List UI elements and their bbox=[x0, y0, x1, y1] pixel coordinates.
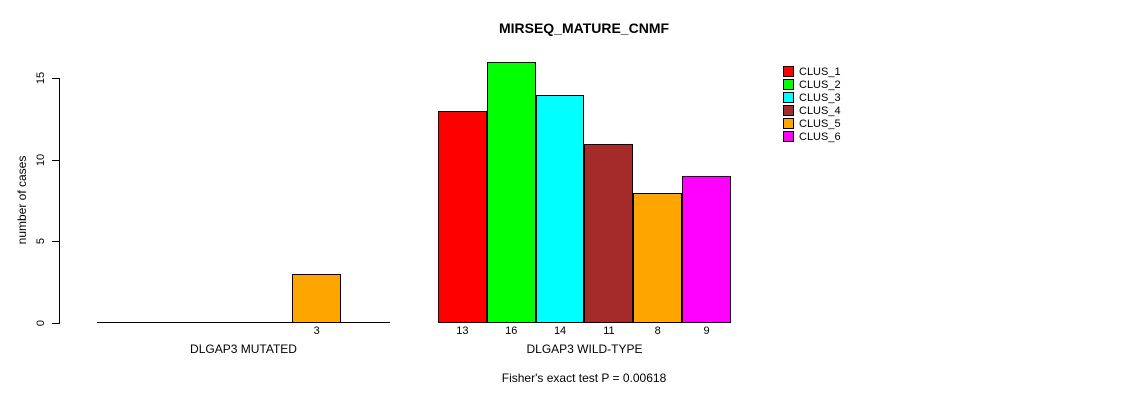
y-axis-label: number of cases bbox=[15, 155, 29, 245]
legend-label: CLUS_2 bbox=[799, 79, 841, 91]
bar-clus-3 bbox=[535, 95, 585, 323]
bar-value-label: 16 bbox=[505, 325, 518, 337]
y-axis-line bbox=[59, 78, 60, 323]
legend-swatch-clus-3 bbox=[783, 92, 794, 103]
legend-label: CLUS_4 bbox=[799, 105, 841, 117]
y-axis-tick bbox=[52, 78, 60, 79]
legend-label: CLUS_1 bbox=[799, 66, 841, 78]
y-tick-label: 5 bbox=[35, 237, 47, 245]
bar-value-label: 14 bbox=[553, 325, 567, 337]
y-tick-label: 0 bbox=[35, 319, 47, 327]
legend-swatch-clus-1 bbox=[783, 66, 794, 77]
bar-clus-5 bbox=[633, 193, 683, 323]
bar-value-label: 13 bbox=[456, 325, 469, 337]
legend-swatch-clus-4 bbox=[783, 105, 794, 116]
y-axis-tick bbox=[52, 160, 60, 161]
bar-value-label: 3 bbox=[313, 325, 320, 337]
bar-clus-1 bbox=[438, 111, 487, 323]
bar-value-label: 11 bbox=[603, 325, 615, 337]
bar-clus-6 bbox=[682, 176, 731, 323]
y-axis-tick bbox=[52, 323, 60, 324]
zero-baseline bbox=[97, 322, 390, 323]
fisher-test-annotation: Fisher's exact test P = 0.00618 bbox=[501, 371, 667, 385]
bar-clus-2 bbox=[486, 62, 536, 323]
x-group-label: DLGAP3 MUTATED bbox=[190, 342, 297, 356]
bar-value-label: 8 bbox=[654, 325, 661, 337]
bar-clus-4 bbox=[584, 144, 634, 323]
bar-clus-5 bbox=[292, 274, 342, 323]
x-group-label: DLGAP3 WILD-TYPE bbox=[526, 342, 643, 356]
y-tick-label: 15 bbox=[35, 71, 47, 85]
y-tick-label: 10 bbox=[35, 153, 47, 167]
legend-swatch-clus-2 bbox=[783, 79, 794, 90]
legend-label: CLUS_6 bbox=[799, 131, 841, 143]
bar-value-label: 9 bbox=[703, 325, 710, 337]
chart-title: MIRSEQ_MATURE_CNMF bbox=[498, 20, 670, 36]
legend-label: CLUS_5 bbox=[799, 118, 841, 130]
y-axis-tick bbox=[52, 241, 60, 242]
legend-label: CLUS_3 bbox=[799, 92, 841, 104]
legend-swatch-clus-6 bbox=[783, 131, 794, 142]
legend-swatch-clus-5 bbox=[783, 118, 794, 129]
